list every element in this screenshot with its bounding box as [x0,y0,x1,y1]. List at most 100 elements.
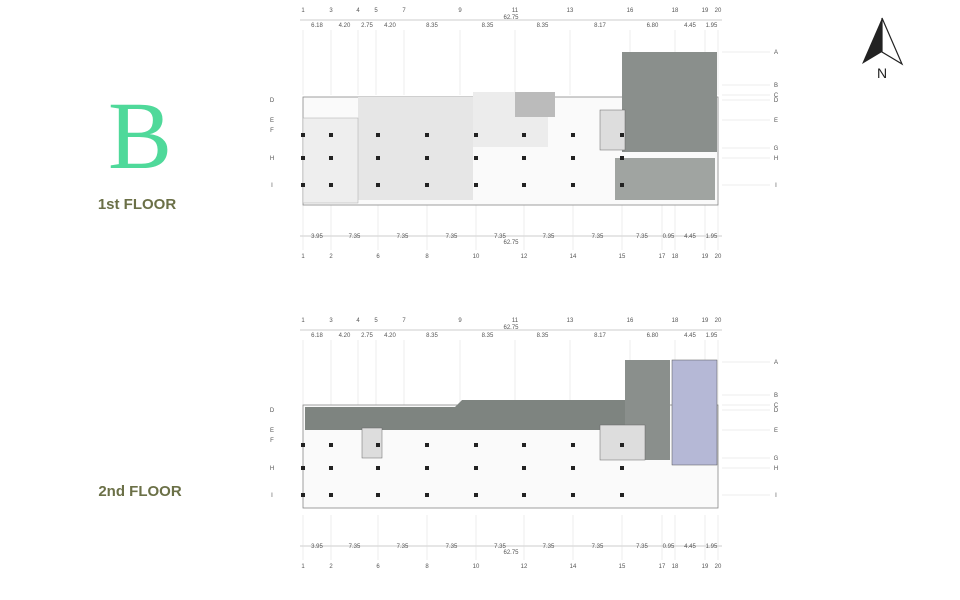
studio-units [671,359,718,466]
dimension: 1.95 [706,234,718,240]
column [571,183,575,187]
grid-row-label: G [774,456,779,462]
dimension: 7.35 [397,234,409,240]
dimension: 7.35 [592,234,604,240]
grid-column-label: 20 [715,318,722,324]
column [522,443,526,447]
grid-row-label: I [775,183,777,189]
dimension: 7.35 [494,544,506,550]
column [474,133,478,137]
core [599,109,626,151]
grid-row-label: H [270,466,274,472]
grid-column-label: 19 [702,254,709,260]
grid-column-label: 13 [567,318,574,324]
dimension: 7.35 [397,544,409,550]
floor-plan: 1 3 4 5 7 9 11 13 16 18 19 201 2 6 8 10 12 14 15 17 18 19 206.… [270,318,779,570]
column [329,443,333,447]
grid-column-label: 1 [301,8,305,14]
grid-column-label: 9 [458,8,462,14]
grid-row-label: F [270,128,274,134]
grid-column-label: 14 [570,564,577,570]
stair [361,427,383,459]
dimension: 4.45 [684,544,696,550]
grid-column-label: 19 [702,8,709,14]
grid-row-label: C [774,93,779,99]
column [425,493,429,497]
column [620,466,624,470]
column [474,466,478,470]
dimension: 8.35 [482,333,494,339]
grid-row-label: A [774,360,778,366]
terrace [302,117,359,204]
grid-row-label: D [774,408,779,414]
dimension: 1.95 [706,544,718,550]
dimension: 4.45 [684,23,696,29]
grid-column-label: 10 [473,254,480,260]
floor-label: 2nd FLOOR [98,483,181,500]
grid-column-label: 19 [702,564,709,570]
grid-row-label: I [775,493,777,499]
grid-column-label: 15 [619,564,626,570]
column [620,493,624,497]
grid-row-label: C [774,403,779,409]
dimension: 8.35 [537,333,549,339]
grid-column-label: 19 [702,318,709,324]
dimension: 4.45 [684,234,696,240]
grid-row-label: E [270,428,274,434]
grid-row-label: I [271,493,273,499]
dimension: 4.20 [339,333,351,339]
grid-column-label: 5 [374,318,378,324]
column [474,156,478,160]
dimension: 8.17 [594,23,606,29]
dimension-total: 62.75 [503,15,519,21]
column [571,466,575,470]
grid-column-label: 7 [402,318,406,324]
grid-column-label: 1 [301,564,305,570]
grid-column-label: 11 [512,8,519,14]
units [622,52,717,152]
dimension-total: 62.75 [503,550,519,556]
dimension-total: 62.75 [503,325,519,331]
column [376,443,380,447]
grid-row-label: E [270,118,274,124]
column [425,466,429,470]
column [620,156,624,160]
column [301,156,305,160]
grid-row-label: B [774,393,778,399]
grid-column-label: 20 [715,8,722,14]
grid-column-label: 4 [356,318,360,324]
grid-column-label: 9 [458,318,462,324]
grid-column-label: 12 [521,564,528,570]
dimension: 6.80 [647,23,659,29]
column [376,133,380,137]
column [376,466,380,470]
dimension: 6.18 [311,23,323,29]
column [329,466,333,470]
dimension: 1.95 [706,333,718,339]
column [301,183,305,187]
column [620,443,624,447]
dimension: 7.35 [543,234,555,240]
grid-row-label: D [774,98,779,104]
grid-column-label: 17 [659,564,666,570]
column [425,443,429,447]
north-label: N [877,65,887,81]
dimension: 4.20 [339,23,351,29]
dimension: 7.35 [349,234,361,240]
grid-column-label: 8 [425,254,429,260]
grid-row-label: G [774,146,779,152]
dimension: 4.20 [384,333,396,339]
column [522,156,526,160]
column [522,133,526,137]
grid-column-label: 20 [715,254,722,260]
grid-row-label: H [270,156,274,162]
dimension: 7.35 [636,544,648,550]
dimension: 2.75 [361,23,373,29]
dimension: 8.35 [537,23,549,29]
grid-row-label: F [270,438,274,444]
column [620,133,624,137]
dimension: 7.35 [494,234,506,240]
dimension: 3.95 [311,234,323,240]
grid-column-label: 18 [672,254,679,260]
